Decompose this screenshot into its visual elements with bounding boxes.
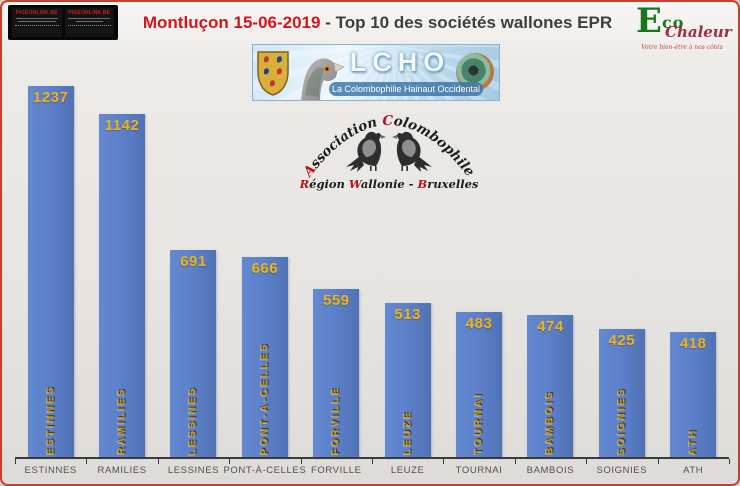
category-label: TOURNAI [455, 465, 503, 476]
title-rest: - Top 10 des sociétés wallones EPR [320, 13, 613, 32]
ad-text-line [68, 18, 111, 19]
bar-inner-label: PONT-À-CELLES [259, 341, 271, 455]
eco-logo-chaleur: Chaleur [665, 23, 732, 41]
bar-ramilies: 1142 RAMILIES [99, 114, 146, 457]
bar-inner-label: LEUZE [402, 409, 414, 455]
category-slot: 666 PONT-À-CELLES PONT-À-CELLES [223, 82, 306, 476]
eco-logo-co: co [662, 13, 685, 32]
category-label: RAMILIES [97, 465, 147, 476]
lcho-banner: LCHO La Colombophilie Hainaut Occidental [252, 44, 500, 101]
bar-bambois: 474 BAMBOIS [527, 315, 574, 457]
category-slot: 1237 ESTINNES ESTINNES [15, 82, 86, 476]
bar-chart-plot-area: 1237 ESTINNES ESTINNES 1142 RAMILIES RAMILIES… [15, 82, 730, 476]
bar-inner-label: SOIGNIES [616, 386, 628, 455]
category-label: ATH [683, 465, 704, 476]
lcho-subtitle: La Colombophilie Hainaut Occidental [329, 82, 483, 96]
value-label: 559 [322, 292, 350, 309]
hainaut-shield-icon [257, 51, 289, 96]
category-label: LEUZE [390, 465, 425, 476]
eco-logo-initial: E [636, 1, 662, 41]
value-label: 483 [465, 315, 493, 332]
eco-logo-tagline: Votre bien-être à nos côtés [641, 44, 723, 51]
bar-ath: 418 ATH [670, 332, 717, 457]
category-slot: 474 BAMBOIS BAMBOIS [514, 82, 586, 476]
category-label: BAMBOIS [526, 465, 575, 476]
ad-title: PIGEONLINK.BE [68, 10, 111, 16]
lcho-acronym: LCHO [349, 47, 451, 77]
bar-soignies: 425 SOIGNIES [598, 329, 645, 457]
value-label: 691 [180, 253, 207, 270]
category-label: FORVILLE [310, 465, 362, 476]
value-label: 1142 [104, 117, 140, 134]
ad-text-line [75, 21, 103, 22]
category-label: PONT-À-CELLES [223, 465, 307, 476]
title-race-date: Montluçon 15-06-2019 [142, 13, 321, 32]
pigeon-head-icon [301, 58, 345, 100]
category-label: LESSINES [167, 465, 220, 476]
value-label: 666 [251, 260, 279, 277]
ad-text-line [15, 18, 58, 19]
ad-text-line [17, 21, 56, 22]
association-colombophile-logo: Association Colombophile Région Wallonie… [300, 113, 478, 191]
value-label: 1237 [33, 89, 69, 106]
category-slot: 559 FORVILLE FORVILLE [300, 82, 372, 476]
value-label: 425 [608, 332, 636, 349]
ad-tile: PIGEONLINK.BE [64, 8, 114, 37]
bar-pont-à-celles: 666 PONT-À-CELLES [241, 257, 288, 457]
bar-lessines: 691 LESSINES [170, 250, 217, 457]
twin-pigeons-icon [346, 131, 432, 172]
value-label: 474 [537, 318, 564, 335]
ad-dots [67, 25, 111, 26]
category-slot: 691 LESSINES LESSINES [157, 82, 229, 476]
category-slot: 513 LEUZE LEUZE [371, 82, 443, 476]
ad-dots [15, 25, 59, 26]
value-label: 418 [679, 335, 707, 352]
bar-inner-label: LESSINES [187, 385, 199, 455]
bar-inner-label: RAMILIES [116, 387, 128, 455]
page-title: Montluçon 15-06-2019 - Top 10 des sociét… [122, 13, 633, 33]
category-slot: 425 SOIGNIES SOIGNIES [586, 82, 657, 476]
ad-tile: PIGEONLINK.BE [12, 8, 62, 37]
ad-title: PIGEONLINK.BE [15, 10, 58, 16]
category-slot: 1142 RAMILIES RAMILIES [86, 82, 157, 476]
bar-inner-label: ESTINNES [45, 384, 57, 455]
ad-banner: PIGEONLINK.BE PIGEONLINK.BE [8, 5, 118, 40]
bar-leuze: 513 LEUZE [384, 303, 431, 457]
value-label: 513 [394, 306, 421, 323]
bar-inner-label: FORVILLE [330, 385, 342, 455]
bar-inner-label: BAMBOIS [544, 390, 556, 455]
assoc-region-text: Région Wallonie - Bruxelles [300, 177, 478, 191]
category-label: ESTINNES [24, 465, 77, 476]
bar-estinnes: 1237 ESTINNES [27, 86, 74, 457]
bar-forville: 559 FORVILLE [313, 289, 360, 457]
eco-chaleur-logo: E co Chaleur Votre bien-être à nos côtés [632, 2, 732, 55]
category-label: SOIGNIES [596, 465, 648, 476]
category-slot: 483 TOURNAI TOURNAI [443, 82, 514, 476]
bar-inner-label: ATH [687, 427, 699, 455]
bar-inner-label: TOURNAI [473, 392, 485, 455]
bar-tournai: 483 TOURNAI [456, 312, 503, 457]
category-slot: 418 ATH ATH [657, 82, 729, 476]
